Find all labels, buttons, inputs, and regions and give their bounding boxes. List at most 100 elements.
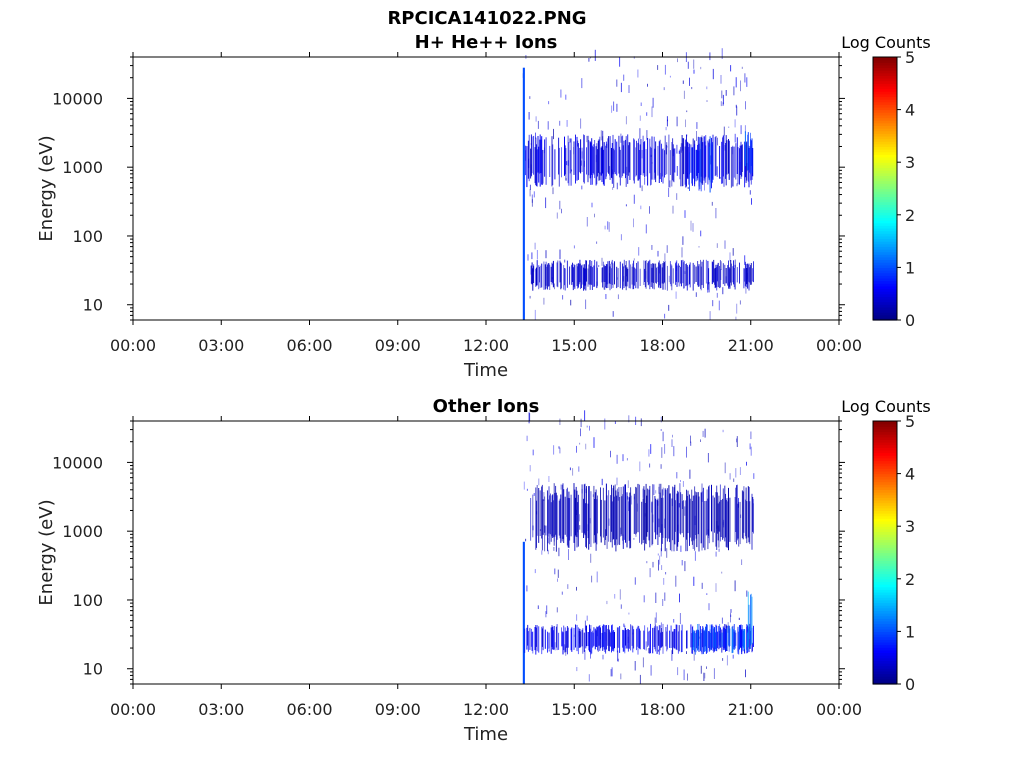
heatmap-cell — [624, 484, 626, 540]
heatmap-cell — [701, 137, 703, 184]
heatmap-cell — [530, 134, 532, 177]
heatmap-cell — [664, 64, 666, 75]
heatmap-cell — [574, 489, 576, 551]
heatmap-cell — [673, 148, 675, 183]
heatmap-cell — [581, 629, 583, 647]
heatmap-cell — [684, 506, 686, 516]
heatmap-cell — [630, 487, 632, 548]
heatmap-cell — [711, 261, 713, 285]
colorbar-segment — [873, 431, 897, 435]
heatmap-cell — [741, 559, 743, 565]
heatmap-cell — [734, 630, 736, 649]
heatmap-cell — [539, 490, 541, 536]
heatmap-cell — [737, 628, 739, 654]
heatmap-cell — [633, 629, 635, 649]
heatmap-cell — [704, 141, 706, 179]
x-tick-label: 09:00 — [375, 700, 421, 719]
heatmap-cell — [526, 488, 528, 491]
heatmap-cell — [643, 630, 645, 650]
heatmap-cell — [649, 485, 651, 548]
colorbar-segment — [873, 565, 897, 569]
heatmap-cell — [574, 265, 576, 289]
colorbar-segment — [873, 655, 897, 659]
colorbar-segment — [873, 473, 897, 477]
heatmap-cell — [535, 625, 537, 655]
heatmap-cell — [637, 69, 639, 78]
heatmap-cell — [730, 609, 732, 613]
colorbar-segment — [873, 180, 897, 184]
heatmap-cell — [526, 435, 528, 442]
heatmap-cell — [700, 633, 702, 653]
heatmap-cell — [535, 116, 537, 122]
heatmap-cell — [736, 137, 738, 174]
heatmap-cell — [647, 263, 649, 283]
heatmap-cell — [652, 561, 654, 568]
heatmap-cell — [616, 488, 618, 546]
colorbar-segment — [873, 610, 897, 614]
heatmap-cell — [632, 263, 634, 290]
heatmap-cell — [565, 94, 567, 100]
heatmap-cell — [585, 260, 587, 291]
heatmap-cell — [580, 160, 582, 166]
heatmap-cell — [694, 551, 696, 561]
colorbar-segment — [873, 280, 897, 284]
heatmap-cell — [726, 140, 728, 175]
heatmap-cell — [741, 145, 743, 177]
heatmap-cell — [580, 118, 582, 129]
heatmap-cell — [652, 263, 654, 289]
heatmap-cell — [658, 559, 659, 571]
heatmap-cell — [543, 297, 545, 305]
x-tick-label: 06:00 — [286, 336, 332, 355]
heatmap-cell — [531, 199, 533, 207]
heatmap-cell — [559, 249, 561, 260]
colorbar-segment — [873, 298, 897, 303]
heatmap-cell — [568, 549, 569, 560]
heatmap-cell — [744, 261, 746, 286]
heatmap-cell — [715, 626, 717, 651]
heatmap-cell — [706, 666, 707, 669]
heatmap-cell — [611, 667, 613, 677]
heatmap-cell — [640, 102, 642, 106]
heatmap-cell — [544, 264, 546, 290]
heatmap-cell — [648, 489, 650, 541]
heatmap-cell — [579, 442, 581, 445]
heatmap-cell — [725, 135, 727, 186]
heatmap-cell — [702, 430, 704, 437]
heatmap-cell — [718, 548, 720, 552]
heatmap-cell — [532, 449, 534, 456]
heatmap-cell — [529, 295, 531, 299]
heatmap-cell — [675, 291, 677, 299]
heatmap-cell — [628, 415, 630, 423]
heatmap-cell — [657, 266, 659, 283]
heatmap-cell — [576, 614, 578, 621]
colorbar-segment — [873, 159, 897, 163]
heatmap-cell — [594, 213, 595, 218]
heatmap-cell — [722, 148, 724, 184]
heatmap-cell — [584, 483, 586, 536]
heatmap-cell — [600, 499, 602, 543]
colorbar-segment — [873, 120, 897, 124]
heatmap-cell — [713, 627, 715, 648]
colorbar-segment — [873, 57, 897, 61]
heatmap-cell — [601, 478, 603, 486]
heatmap-cell — [725, 631, 727, 648]
heatmap-cell — [579, 628, 581, 648]
heatmap-cell — [590, 491, 592, 547]
heatmap-cell — [729, 628, 731, 646]
heatmap-cell — [631, 495, 633, 505]
heatmap-cell — [588, 632, 590, 651]
heatmap-cell — [672, 205, 674, 214]
heatmap-cell — [641, 150, 643, 159]
heatmap-cell — [533, 135, 535, 175]
heatmap-cell — [628, 630, 630, 649]
heatmap-cell — [611, 148, 612, 178]
heatmap-cell — [724, 485, 726, 542]
heatmap-cell — [728, 487, 729, 551]
colorbar-segment — [873, 541, 897, 546]
heatmap-cell — [679, 613, 681, 625]
heatmap-cell — [601, 267, 603, 283]
heatmap-cell — [715, 551, 717, 557]
heatmap-cell — [745, 669, 746, 678]
heatmap-cell — [586, 625, 587, 647]
colorbar-segment — [873, 243, 897, 247]
